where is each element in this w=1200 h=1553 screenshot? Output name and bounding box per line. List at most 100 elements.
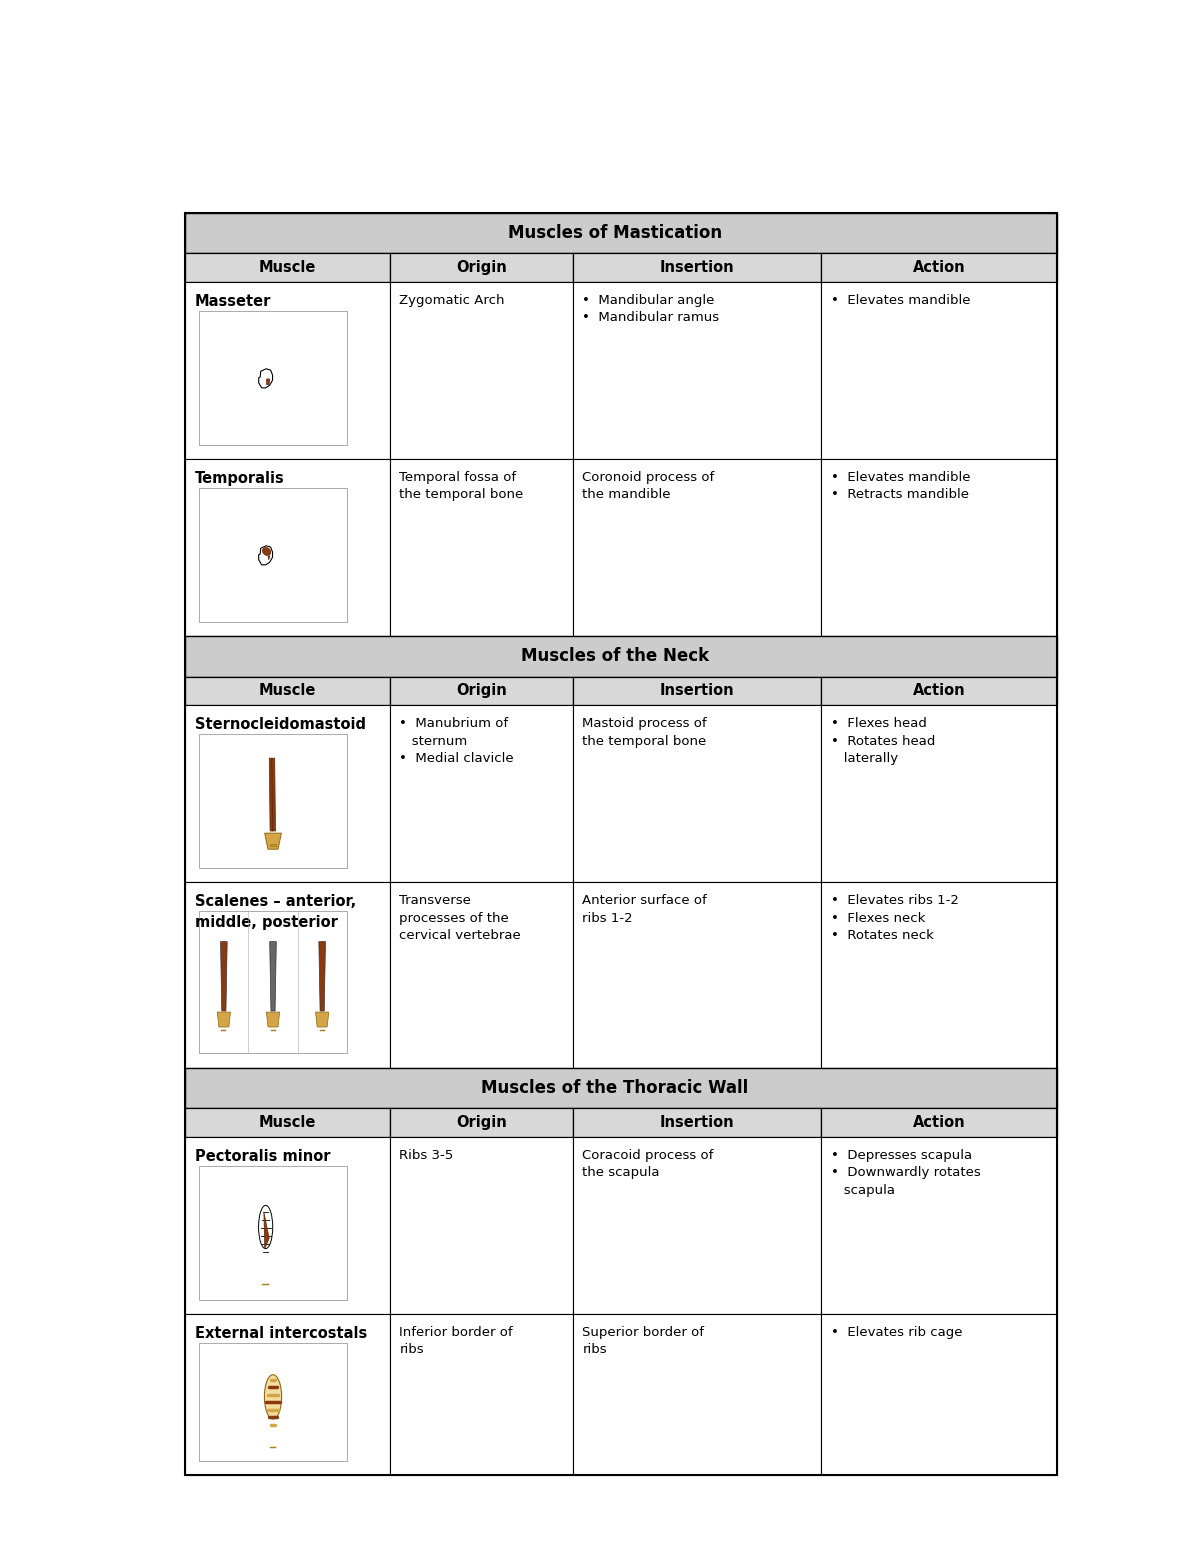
Text: Muscles of Mastication: Muscles of Mastication xyxy=(508,224,722,242)
Bar xyxy=(574,705,822,882)
Text: External intercostals: External intercostals xyxy=(194,1326,367,1340)
Bar xyxy=(185,882,390,1067)
Bar xyxy=(574,1137,822,1314)
Text: Action: Action xyxy=(913,683,966,699)
Text: Insertion: Insertion xyxy=(660,261,734,275)
Bar xyxy=(822,1109,1057,1137)
Text: Temporalis: Temporalis xyxy=(194,471,284,486)
Bar xyxy=(199,1343,347,1461)
Polygon shape xyxy=(259,368,272,388)
Bar xyxy=(822,460,1057,637)
Text: Inferior border of
ribs: Inferior border of ribs xyxy=(400,1326,514,1356)
Bar xyxy=(822,705,1057,882)
Bar xyxy=(199,912,347,1053)
Text: •  Elevates mandible: • Elevates mandible xyxy=(830,294,971,307)
Polygon shape xyxy=(268,556,270,559)
Text: Action: Action xyxy=(913,1115,966,1131)
Polygon shape xyxy=(221,941,227,1011)
Bar xyxy=(199,488,347,621)
Polygon shape xyxy=(319,941,325,1011)
Text: •  Manubrium of
   sternum
•  Medial clavicle: • Manubrium of sternum • Medial clavicle xyxy=(400,717,514,766)
Bar xyxy=(390,460,574,637)
Polygon shape xyxy=(271,758,276,831)
Bar xyxy=(822,1137,1057,1314)
Text: •  Mandibular angle
•  Mandibular ramus: • Mandibular angle • Mandibular ramus xyxy=(582,294,720,325)
Bar xyxy=(390,882,574,1067)
Polygon shape xyxy=(266,1013,280,1027)
Bar xyxy=(185,1067,1057,1109)
Bar xyxy=(574,1109,822,1137)
Text: Insertion: Insertion xyxy=(660,683,734,699)
Text: Origin: Origin xyxy=(456,1115,506,1131)
Text: Origin: Origin xyxy=(456,261,506,275)
Bar xyxy=(822,677,1057,705)
Text: Pectoralis minor: Pectoralis minor xyxy=(194,1149,330,1165)
Polygon shape xyxy=(217,1013,230,1027)
Bar xyxy=(822,1314,1057,1475)
Bar xyxy=(574,677,822,705)
Bar xyxy=(574,1314,822,1475)
Ellipse shape xyxy=(264,1374,282,1419)
Text: •  Elevates rib cage: • Elevates rib cage xyxy=(830,1326,962,1339)
FancyBboxPatch shape xyxy=(270,845,276,846)
Bar xyxy=(390,283,574,460)
Bar xyxy=(185,637,1057,677)
Bar xyxy=(822,882,1057,1067)
Bar xyxy=(390,1109,574,1137)
Bar xyxy=(185,283,390,460)
Bar xyxy=(574,882,822,1067)
Text: Temporal fossa of
the temporal bone: Temporal fossa of the temporal bone xyxy=(400,471,523,502)
Text: Insertion: Insertion xyxy=(660,1115,734,1131)
Text: Muscle: Muscle xyxy=(259,1115,317,1131)
Text: •  Depresses scapula
•  Downwardly rotates
   scapula: • Depresses scapula • Downwardly rotates… xyxy=(830,1149,980,1197)
Ellipse shape xyxy=(258,1205,272,1249)
Text: Coronoid process of
the mandible: Coronoid process of the mandible xyxy=(582,471,715,502)
Text: Muscles of the Thoracic Wall: Muscles of the Thoracic Wall xyxy=(481,1079,749,1096)
Text: Scalenes – anterior,
middle, posterior: Scalenes – anterior, middle, posterior xyxy=(194,895,356,930)
Bar xyxy=(185,1109,390,1137)
Bar xyxy=(574,283,822,460)
Polygon shape xyxy=(264,1213,269,1249)
Polygon shape xyxy=(269,758,274,831)
Bar xyxy=(574,460,822,637)
Text: Masseter: Masseter xyxy=(194,294,271,309)
Bar xyxy=(185,460,390,637)
Text: Muscle: Muscle xyxy=(259,683,317,699)
Text: •  Flexes head
•  Rotates head
   laterally: • Flexes head • Rotates head laterally xyxy=(830,717,935,766)
Bar xyxy=(199,735,347,868)
Polygon shape xyxy=(265,832,281,849)
Bar xyxy=(822,253,1057,283)
Bar xyxy=(390,1137,574,1314)
Text: Ribs 3-5: Ribs 3-5 xyxy=(400,1149,454,1162)
Text: •  Elevates ribs 1-2
•  Flexes neck
•  Rotates neck: • Elevates ribs 1-2 • Flexes neck • Rota… xyxy=(830,895,959,943)
Bar xyxy=(185,253,390,283)
Bar xyxy=(185,1314,390,1475)
Ellipse shape xyxy=(263,548,271,556)
Bar xyxy=(574,253,822,283)
Bar xyxy=(390,677,574,705)
Polygon shape xyxy=(266,379,270,385)
Bar xyxy=(390,1314,574,1475)
Bar xyxy=(185,1137,390,1314)
Bar xyxy=(390,705,574,882)
Text: Anterior surface of
ribs 1-2: Anterior surface of ribs 1-2 xyxy=(582,895,707,924)
Text: Muscles of the Neck: Muscles of the Neck xyxy=(521,648,709,665)
Polygon shape xyxy=(270,941,276,1011)
Text: Zygomatic Arch: Zygomatic Arch xyxy=(400,294,505,307)
Text: Transverse
processes of the
cervical vertebrae: Transverse processes of the cervical ver… xyxy=(400,895,521,943)
Text: Muscle: Muscle xyxy=(259,261,317,275)
Polygon shape xyxy=(259,545,272,565)
Bar xyxy=(185,705,390,882)
Text: Sternocleidomastoid: Sternocleidomastoid xyxy=(194,717,366,733)
Bar xyxy=(390,253,574,283)
Text: Origin: Origin xyxy=(456,683,506,699)
Text: Mastoid process of
the temporal bone: Mastoid process of the temporal bone xyxy=(582,717,707,749)
Bar xyxy=(822,283,1057,460)
Bar xyxy=(199,311,347,444)
Text: Superior border of
ribs: Superior border of ribs xyxy=(582,1326,704,1356)
Bar xyxy=(199,1166,347,1300)
Bar xyxy=(185,213,1057,253)
Bar xyxy=(185,677,390,705)
Text: Coracoid process of
the scapula: Coracoid process of the scapula xyxy=(582,1149,714,1179)
Text: Action: Action xyxy=(913,261,966,275)
